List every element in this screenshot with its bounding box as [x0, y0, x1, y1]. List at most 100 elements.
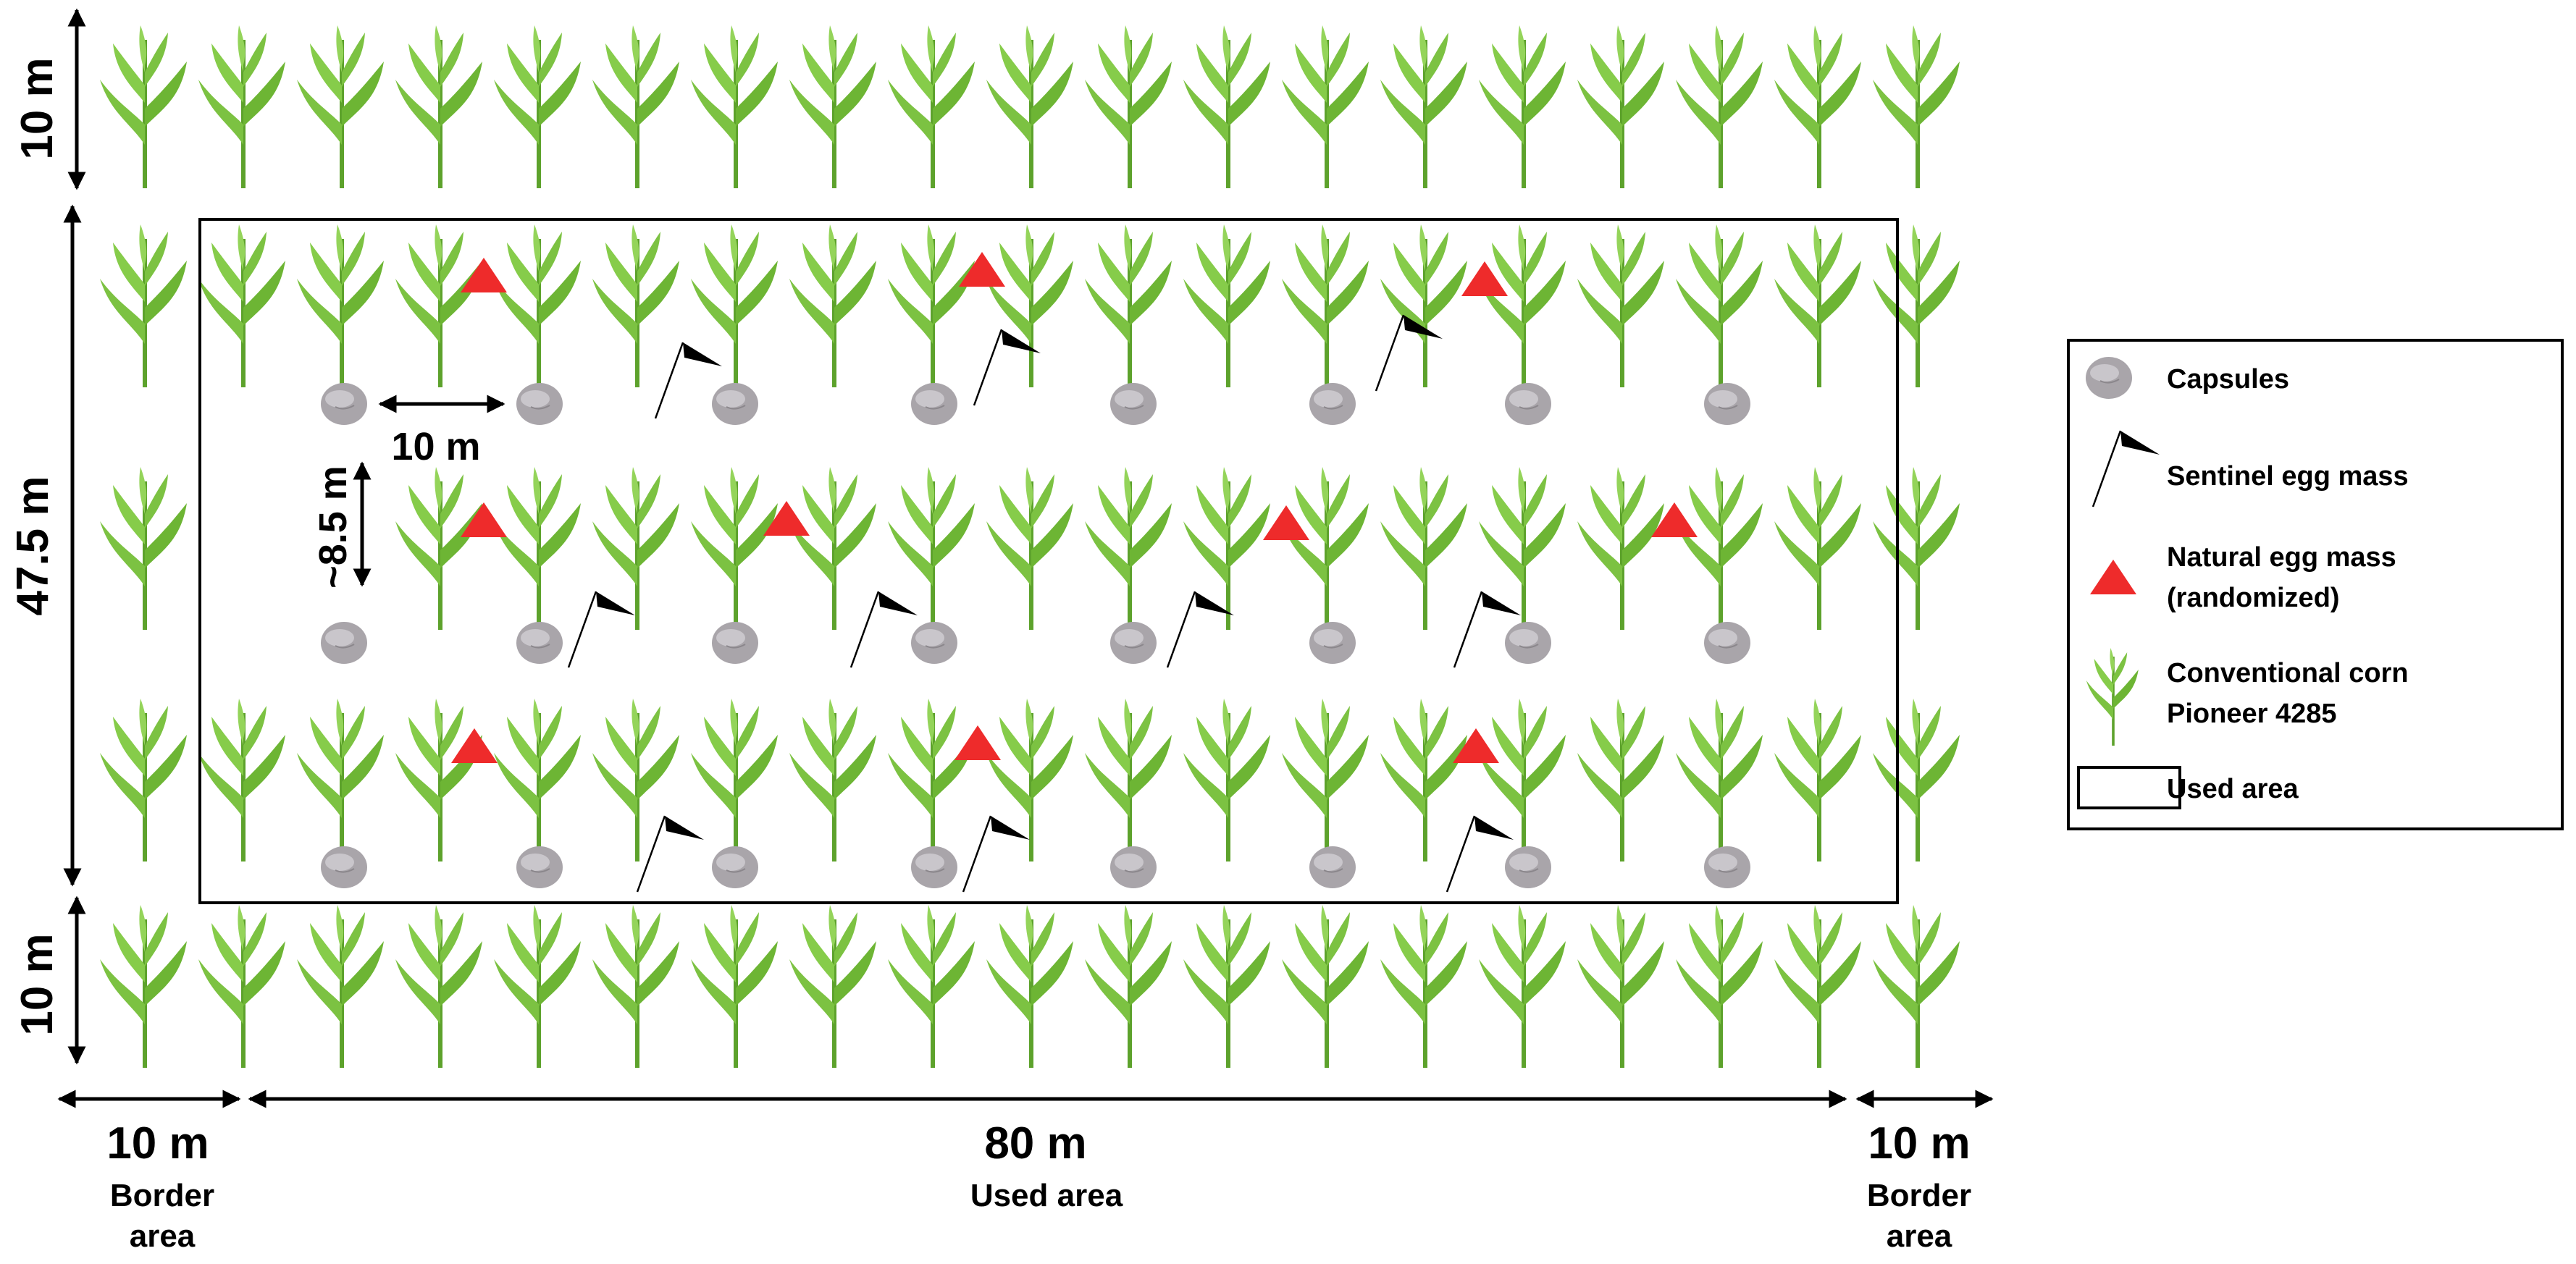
sentinel-flag — [636, 814, 705, 893]
corn-plant — [1577, 224, 1664, 387]
capsule — [1109, 382, 1157, 426]
corn-plant — [198, 25, 285, 188]
corn-plant — [1774, 699, 1861, 861]
capsule — [1309, 621, 1356, 665]
capsule — [1703, 382, 1751, 426]
corn-plant — [494, 224, 581, 387]
corn-plant — [395, 467, 482, 630]
corn-plant — [198, 905, 285, 1068]
corn-plant — [297, 905, 384, 1068]
capsule — [320, 382, 368, 426]
corn-plant — [1380, 224, 1467, 387]
corn-plant — [494, 25, 581, 188]
corn-plant — [395, 699, 482, 861]
corn-plant — [1577, 699, 1664, 861]
corn-plant — [1479, 224, 1566, 387]
corn-plants — [100, 25, 1960, 1068]
left-border-caption-line2: area — [130, 1218, 196, 1254]
corn-plant — [1282, 699, 1369, 861]
capsule — [711, 621, 759, 665]
corn-plant — [395, 25, 482, 188]
used-height-label: 47.5 m — [8, 476, 58, 615]
corn-plant — [691, 467, 778, 630]
corn-plant — [198, 224, 285, 387]
corn-plant — [789, 25, 876, 188]
corn-plant — [691, 699, 778, 861]
corn-plant — [1085, 467, 1172, 630]
corn-plant — [888, 905, 975, 1068]
corn-plant — [888, 25, 975, 188]
corn-plant — [691, 224, 778, 387]
sentinel-flag — [567, 590, 637, 669]
corn-plant — [1873, 905, 1960, 1068]
used-width-caption: Used area — [970, 1178, 1123, 1213]
corn-plant — [986, 467, 1073, 630]
sentinel-flag — [1166, 590, 1235, 669]
corn-plant — [1085, 25, 1172, 188]
corn-plant — [789, 699, 876, 861]
corn-plant — [1676, 905, 1763, 1068]
capsule — [1504, 846, 1552, 889]
corn-plant — [1183, 699, 1270, 861]
capsule — [1109, 846, 1157, 889]
corn-plant — [592, 699, 679, 861]
capsule — [1109, 621, 1157, 665]
corn-plant — [297, 224, 384, 387]
natural-egg-mass — [461, 258, 507, 292]
right-border-caption-line1: Border — [1867, 1178, 1971, 1213]
natural-egg-mass — [451, 728, 498, 763]
corn-plant — [1479, 25, 1566, 188]
corn-plant — [986, 224, 1073, 387]
capsule — [1504, 382, 1552, 426]
capsule — [516, 846, 563, 889]
capsule — [1703, 621, 1751, 665]
corn-plant — [1479, 699, 1566, 861]
sentinel-egg-masses — [567, 313, 1522, 893]
corn-plant — [395, 905, 482, 1068]
corn-plant — [1282, 905, 1369, 1068]
corn-plant — [1085, 905, 1172, 1068]
corn-plant — [1085, 699, 1172, 861]
corn-plant — [1873, 699, 1960, 861]
corn-plant — [1183, 25, 1270, 188]
legend-capsules: Capsules — [2167, 364, 2289, 395]
corn-plant — [1380, 467, 1467, 630]
used-area-rectangle — [198, 218, 1899, 904]
legend-corn-line2: Pioneer 4285 — [2167, 699, 2336, 729]
sentinel-flag — [962, 814, 1031, 893]
corn-plant — [100, 25, 187, 188]
corn-plant — [100, 699, 187, 861]
corn-plant — [1282, 25, 1369, 188]
corn-plant — [1774, 224, 1861, 387]
corn-plant — [592, 224, 679, 387]
sentinel-flag — [1375, 313, 1444, 392]
capsule — [910, 621, 958, 665]
corn-plant — [494, 467, 581, 630]
natural-egg-mass — [959, 252, 1005, 287]
natural-egg-mass — [955, 725, 1001, 760]
corn-plant — [1577, 905, 1664, 1068]
corn-plant — [986, 905, 1073, 1068]
corn-plant — [100, 905, 187, 1068]
corn-plant — [1873, 25, 1960, 188]
corn-plant — [691, 25, 778, 188]
corn-plant — [1774, 905, 1861, 1068]
corn-plant — [1774, 25, 1861, 188]
capsule — [1309, 846, 1356, 889]
corn-plant — [1676, 224, 1763, 387]
corn-plant — [986, 25, 1073, 188]
used-area-swatch — [2077, 766, 2181, 809]
right-border-label: 10 m — [1868, 1118, 1970, 1168]
legend-used-area: Used area — [2167, 774, 2299, 804]
corn-plant — [100, 224, 187, 387]
natural-egg-mass — [461, 502, 507, 537]
sentinel-flag — [1446, 814, 1515, 893]
corn-plant — [1873, 467, 1960, 630]
legend-corn-line1: Conventional corn — [2167, 658, 2409, 688]
capsule — [910, 846, 958, 889]
top-border-label: 10 m — [12, 57, 62, 159]
corn-plant — [494, 905, 581, 1068]
capsule — [910, 382, 958, 426]
capsule-spacing-label: 10 m — [391, 425, 480, 468]
